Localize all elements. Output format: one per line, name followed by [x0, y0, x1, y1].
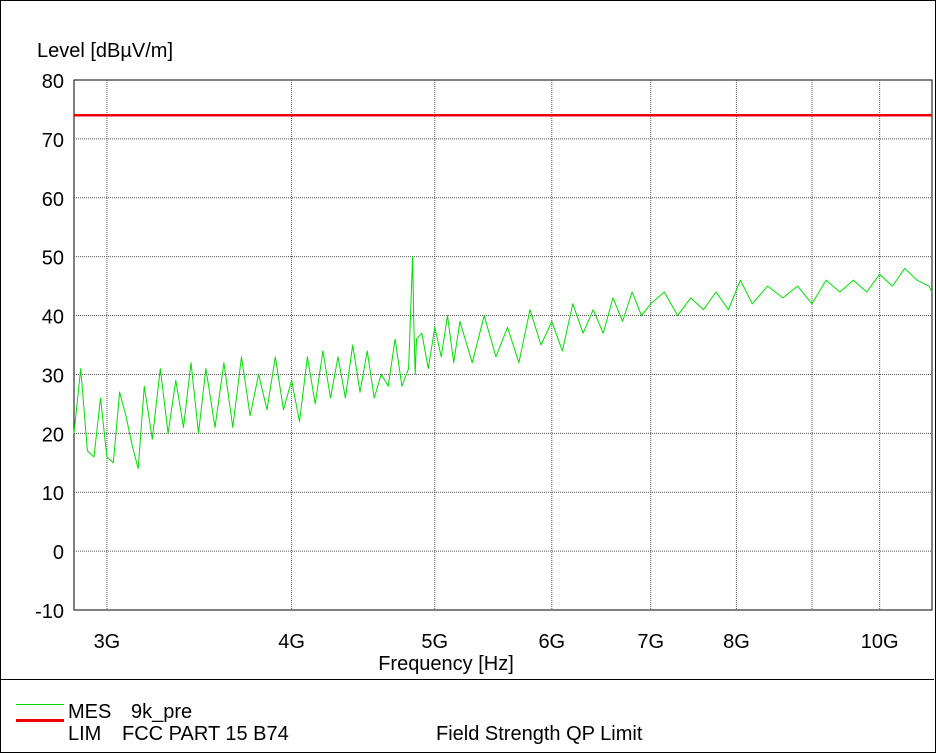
grid — [73, 79, 933, 611]
y-tick-label: 0 — [53, 542, 64, 564]
legend-code-mes: MES — [68, 701, 112, 723]
y-tick-label: 50 — [42, 248, 64, 270]
legend-name-lim: FCC PART 15 B74 — [122, 723, 289, 745]
x-tick-label: 5G — [421, 631, 448, 653]
y-axis-label: Level [dBµV/m] — [37, 40, 173, 62]
y-tick-label: 40 — [42, 307, 64, 329]
series-line-mes — [73, 256, 933, 470]
x-axis-label: Frequency [Hz] — [378, 653, 514, 675]
legend-code-lim: LIM — [68, 723, 102, 745]
x-tick-label: 6G — [538, 631, 565, 653]
x-tick-label: 4G — [278, 631, 305, 653]
x-tick-label: 10G — [861, 631, 899, 653]
x-tick-label: 8G — [723, 631, 750, 653]
legend-name-mes: 9k_pre — [131, 701, 193, 723]
chart-svg: -10 0 10 20 30 40 50 60 70 80 3G 4G 5G 6G 7G 8G 10G Lev… — [35, 40, 933, 675]
x-tick-labels: 3G 4G 5G 6G 7G 8G 10G — [94, 631, 899, 653]
plot-border — [73, 79, 933, 611]
y-tick-label: 60 — [42, 189, 64, 211]
series-layer — [73, 114, 933, 470]
legend-desc-lim: Field Strength QP Limit — [436, 723, 643, 745]
y-tick-label: 30 — [42, 365, 64, 387]
x-tick-label: 3G — [94, 631, 121, 653]
y-tick-labels: -10 0 10 20 30 40 50 60 70 80 — [35, 71, 64, 623]
y-tick-label: 20 — [42, 424, 64, 446]
x-tick-label: 7G — [637, 631, 664, 653]
y-tick-label: 80 — [42, 71, 64, 93]
legend-swatch-mes — [16, 704, 64, 705]
legend-swatch-lim — [16, 719, 64, 722]
y-tick-label: 10 — [42, 483, 64, 505]
legend: MES 9k_pre LIM FCC PART 15 B74 Field Str… — [0, 679, 934, 752]
y-tick-label: 70 — [42, 130, 64, 152]
y-tick-label: -10 — [35, 601, 64, 623]
